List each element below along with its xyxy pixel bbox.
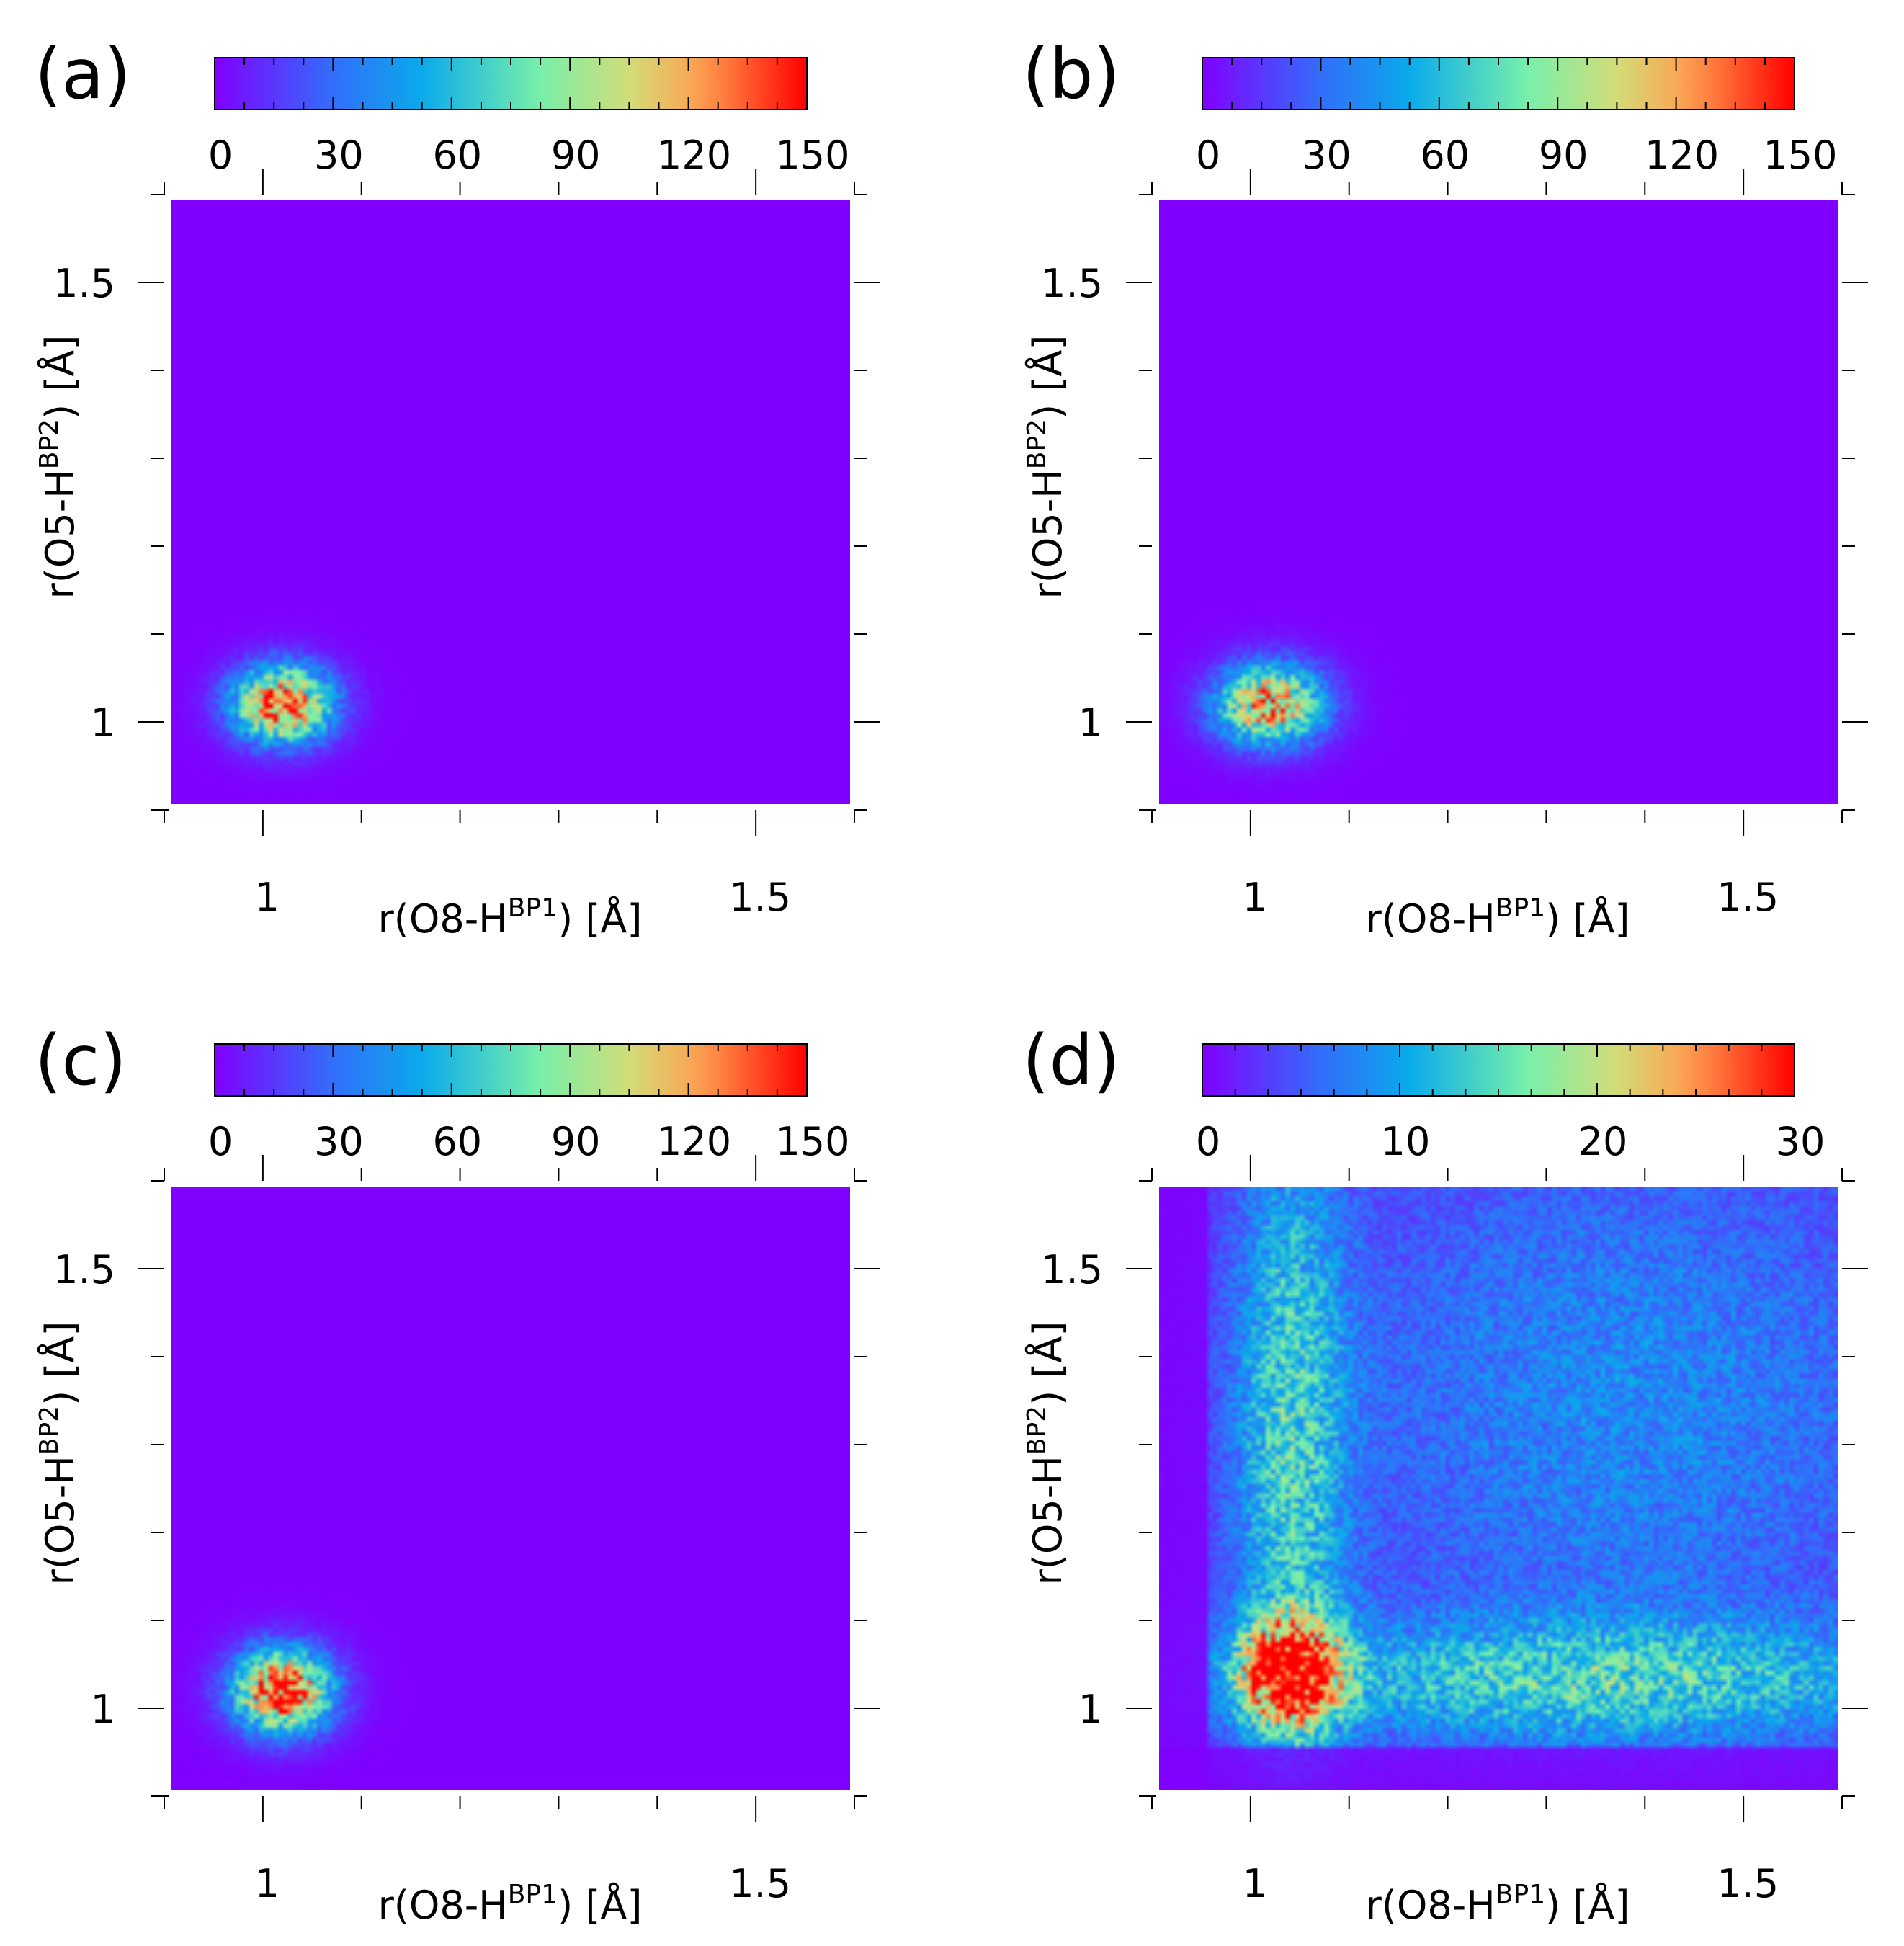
colorbar <box>1202 57 1795 110</box>
heatmap-image <box>1159 200 1838 804</box>
x-axis-label: r(O8-HBP1) [Å] <box>1366 893 1630 942</box>
y-axis-label-tail: ) [Å] <box>37 1321 83 1406</box>
colorbar-tick-label: 0 <box>1196 1119 1220 1164</box>
colorbar-tick-label: 120 <box>1645 133 1719 178</box>
colorbar-tick-label: 30 <box>1776 1119 1825 1164</box>
y-axis-label-sup: BP2 <box>35 419 64 469</box>
y-tick-label: 1.5 <box>53 261 115 306</box>
colorbar-tick-label: 30 <box>1302 133 1351 178</box>
y-tick-label: 1 <box>91 700 115 746</box>
colorbar-tick-label: 60 <box>432 133 482 178</box>
y-tick-label: 1 <box>91 1687 115 1732</box>
y-tick-label: 1.5 <box>1041 1247 1103 1293</box>
x-axis-label-main: r(O8-H <box>378 1883 508 1928</box>
x-tick-label: 1 <box>1243 1861 1267 1906</box>
colorbar-tick-label: 120 <box>657 1119 731 1164</box>
colorbar-tick-label: 0 <box>1196 133 1220 178</box>
y-tick-label: 1.5 <box>53 1247 115 1293</box>
y-axis-label-tail: ) [Å] <box>1024 1321 1071 1406</box>
heatmap-image <box>1159 1187 1838 1790</box>
panel-label: (a) <box>35 34 131 115</box>
x-tick-label: 1 <box>255 875 280 920</box>
panel-label: (b) <box>1022 34 1120 115</box>
x-axis-label-tail: ) [Å] <box>558 896 642 942</box>
colorbar-tick-label: 60 <box>1420 133 1470 178</box>
y-axis-label: r(O5-HBP2) [Å] <box>1022 335 1071 599</box>
x-tick-label: 1 <box>1243 875 1267 920</box>
colorbar-tick-label: 150 <box>775 133 849 178</box>
y-axis-label-tail: ) [Å] <box>1024 335 1071 419</box>
x-tick-label: 1.5 <box>1717 1861 1779 1906</box>
heatmap-image <box>171 200 850 804</box>
x-axis-label-sup: BP1 <box>1496 1880 1545 1909</box>
y-tick-label: 1.5 <box>1041 261 1103 306</box>
colorbar-tick-label: 90 <box>551 1119 601 1164</box>
y-axis-label: r(O5-HBP2) [Å] <box>35 1321 83 1586</box>
colorbar-tick-label: 20 <box>1578 1119 1628 1164</box>
x-axis-label-sup: BP1 <box>508 1880 558 1909</box>
colorbar-tick-label: 10 <box>1381 1119 1431 1164</box>
x-axis-label-main: r(O8-H <box>1366 896 1496 942</box>
colorbar-tick-label: 30 <box>314 133 364 178</box>
colorbar <box>214 57 808 110</box>
x-tick-label: 1 <box>255 1861 280 1906</box>
colorbar <box>1202 1043 1795 1097</box>
panel-label: (d) <box>1022 1020 1120 1101</box>
colorbar-tick-label: 90 <box>1539 133 1588 178</box>
colorbar-tick-label: 150 <box>775 1119 849 1164</box>
y-axis-label-main: r(O5-H <box>1025 1455 1071 1585</box>
colorbar-tick-label: 120 <box>657 133 731 178</box>
x-axis-label-sup: BP1 <box>1496 893 1545 923</box>
colorbar-tick-label: 90 <box>551 133 601 178</box>
x-axis-label-tail: ) [Å] <box>1545 896 1630 942</box>
y-tick-label: 1 <box>1078 1687 1103 1732</box>
colorbar-tick-label: 30 <box>314 1119 364 1164</box>
x-axis-label-sup: BP1 <box>508 893 558 923</box>
x-axis-label: r(O8-HBP1) [Å] <box>378 893 643 942</box>
colorbar-tick-label: 150 <box>1763 133 1837 178</box>
x-tick-label: 1.5 <box>729 1861 791 1906</box>
x-tick-label: 1.5 <box>729 875 791 920</box>
y-axis-label: r(O5-HBP2) [Å] <box>1022 1321 1071 1586</box>
y-axis-label-sup: BP2 <box>1022 1406 1052 1455</box>
y-axis-label-main: r(O5-H <box>37 469 83 599</box>
colorbar-tick-label: 60 <box>432 1119 482 1164</box>
chart-panel-d: (d)0 10 20 301 1.511.5r(O8-HBP1) [Å]r(O5-HBP… <box>1022 1020 1868 1928</box>
x-axis-label-main: r(O8-H <box>378 896 508 942</box>
heatmap-image <box>171 1187 850 1790</box>
x-tick-label: 1.5 <box>1717 875 1779 920</box>
y-axis-label-sup: BP2 <box>1022 419 1052 469</box>
x-axis-label-tail: ) [Å] <box>1545 1882 1630 1928</box>
x-axis-label: r(O8-HBP1) [Å] <box>378 1880 643 1928</box>
y-axis-label: r(O5-HBP2) [Å] <box>35 335 83 599</box>
y-axis-label-main: r(O5-H <box>1025 469 1071 599</box>
colorbar-tick-label: 0 <box>208 1119 233 1164</box>
colorbar-tick-label: 0 <box>208 133 233 178</box>
x-axis-label: r(O8-HBP1) [Å] <box>1366 1880 1630 1928</box>
colorbar <box>214 1043 808 1097</box>
y-axis-label-sup: BP2 <box>35 1406 64 1455</box>
y-axis-label-main: r(O5-H <box>37 1455 83 1585</box>
y-tick-label: 1 <box>1078 700 1103 746</box>
x-axis-label-main: r(O8-H <box>1366 1883 1496 1928</box>
x-axis-label-tail: ) [Å] <box>558 1882 642 1928</box>
y-axis-label-tail: ) [Å] <box>37 335 83 419</box>
panel-label: (c) <box>35 1020 127 1101</box>
